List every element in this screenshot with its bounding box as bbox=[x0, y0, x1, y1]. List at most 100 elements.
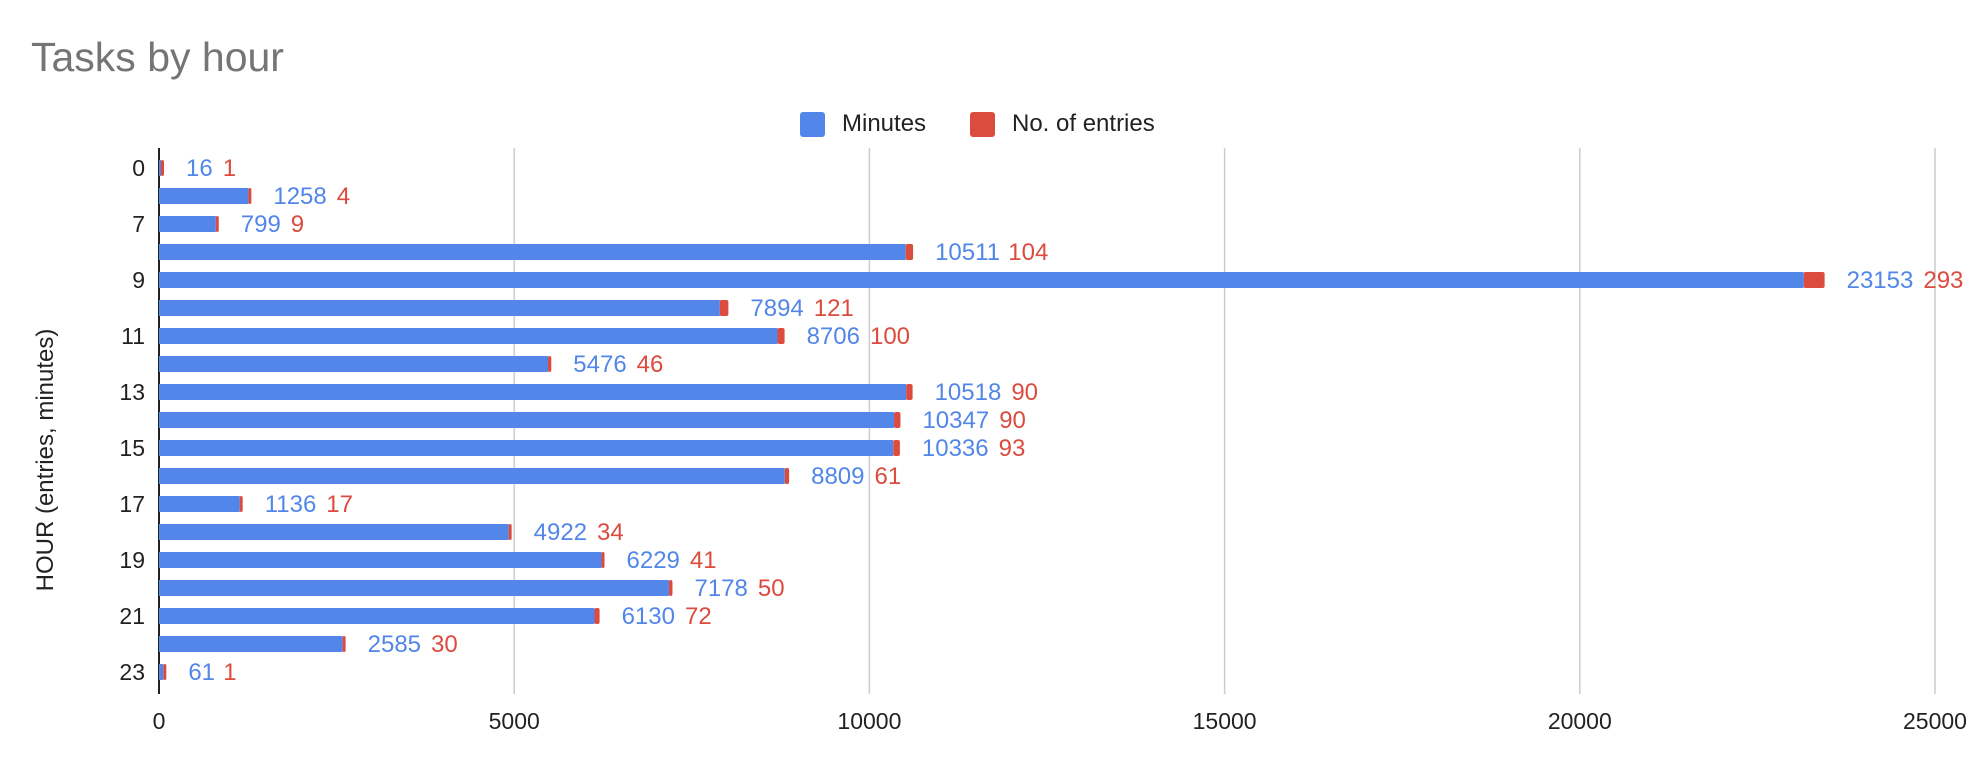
data-label-minutes: 61 bbox=[188, 659, 214, 686]
data-label-minutes: 2585 bbox=[368, 631, 421, 658]
data-label-minutes: 6130 bbox=[622, 603, 675, 630]
data-label: 23153 293 bbox=[1847, 267, 1964, 294]
bar-entries bbox=[508, 524, 512, 540]
data-label: 4922 34 bbox=[534, 519, 624, 546]
data-label: 7894 121 bbox=[750, 295, 853, 322]
data-label-entries: 90 bbox=[1011, 379, 1038, 406]
category-label: 23 bbox=[119, 659, 145, 685]
bar-minutes bbox=[159, 468, 785, 484]
data-label-entries: 93 bbox=[999, 435, 1026, 462]
data-label-entries: 9 bbox=[291, 211, 304, 238]
bar-minutes bbox=[159, 524, 509, 540]
data-label: 10511 104 bbox=[935, 239, 1048, 266]
data-label: 1258 4 bbox=[273, 183, 350, 210]
data-label-entries: 72 bbox=[685, 603, 712, 630]
data-label-entries: 1 bbox=[223, 155, 236, 182]
legend-swatch-entries bbox=[970, 111, 995, 137]
bar-minutes bbox=[159, 608, 595, 624]
data-label-minutes: 4922 bbox=[534, 519, 587, 546]
bar-minutes bbox=[159, 496, 240, 512]
bar-entries bbox=[594, 608, 600, 624]
bar-entries bbox=[894, 412, 901, 428]
data-label-minutes: 7894 bbox=[750, 295, 803, 322]
bar-entries bbox=[161, 160, 164, 176]
data-label-minutes: 10347 bbox=[922, 407, 989, 434]
legend-item-entries[interactable]: No. of entries bbox=[970, 110, 1155, 138]
data-label: 61 1 bbox=[188, 659, 236, 686]
data-label-minutes: 10336 bbox=[922, 435, 989, 462]
data-label-entries: 17 bbox=[326, 491, 353, 518]
data-label: 799 9 bbox=[241, 211, 304, 238]
data-label-minutes: 799 bbox=[241, 211, 281, 238]
bar-entries bbox=[719, 300, 729, 316]
bar-entries bbox=[601, 552, 605, 568]
data-label-minutes: 7178 bbox=[694, 575, 747, 602]
category-label: 0 bbox=[132, 155, 145, 181]
chart-title: Tasks by hour bbox=[31, 34, 284, 80]
x-tick-label: 15000 bbox=[1193, 708, 1257, 734]
x-tick-label: 25000 bbox=[1903, 708, 1967, 734]
data-label-minutes: 1136 bbox=[265, 491, 317, 518]
data-label-entries: 50 bbox=[758, 575, 785, 602]
bar-entries bbox=[215, 216, 219, 232]
bar-entries bbox=[784, 468, 790, 484]
data-label: 5476 46 bbox=[573, 351, 663, 378]
data-label-minutes: 10511 bbox=[935, 239, 1000, 266]
data-label: 8706 100 bbox=[807, 323, 910, 350]
bar-minutes bbox=[159, 160, 161, 176]
category-label: 17 bbox=[119, 491, 145, 517]
data-label-entries: 100 bbox=[870, 323, 910, 350]
x-tick-label: 20000 bbox=[1548, 708, 1612, 734]
category-label: 21 bbox=[119, 603, 145, 629]
data-label-entries: 4 bbox=[337, 183, 350, 210]
data-label-entries: 61 bbox=[875, 463, 902, 490]
data-label-entries: 90 bbox=[999, 407, 1026, 434]
data-label-minutes: 8809 bbox=[811, 463, 864, 490]
bar-minutes bbox=[159, 636, 343, 652]
data-label: 8809 61 bbox=[811, 463, 901, 490]
data-label-minutes: 6229 bbox=[627, 547, 680, 574]
bar-minutes bbox=[159, 664, 164, 680]
bar-minutes bbox=[159, 384, 907, 400]
data-label-minutes: 10518 bbox=[935, 379, 1002, 406]
data-label: 7178 50 bbox=[694, 575, 784, 602]
bar-entries bbox=[668, 580, 673, 596]
data-label: 1136 17 bbox=[265, 491, 353, 518]
bar-entries bbox=[777, 328, 785, 344]
category-label: 9 bbox=[132, 267, 145, 293]
data-label: 6130 72 bbox=[622, 603, 712, 630]
data-label: 6229 41 bbox=[627, 547, 717, 574]
data-label-minutes: 1258 bbox=[273, 183, 326, 210]
legend-label-minutes: Minutes bbox=[842, 110, 927, 137]
data-label: 2585 30 bbox=[368, 631, 458, 658]
legend-swatch-minutes bbox=[800, 111, 825, 137]
bar-entries bbox=[342, 636, 346, 652]
data-label-minutes: 23153 bbox=[1847, 267, 1914, 294]
bar-minutes bbox=[159, 412, 895, 428]
bar-minutes bbox=[159, 440, 894, 456]
bar-entries bbox=[548, 356, 552, 372]
data-label-entries: 41 bbox=[690, 547, 717, 574]
data-label: 10347 90 bbox=[922, 407, 1025, 434]
data-label-minutes: 5476 bbox=[573, 351, 626, 378]
data-label-minutes: 16 bbox=[186, 155, 213, 182]
data-label-entries: 293 bbox=[1923, 267, 1963, 294]
data-label-entries: 104 bbox=[1008, 239, 1048, 266]
category-label: 11 bbox=[121, 323, 145, 349]
bar-entries bbox=[1803, 272, 1825, 288]
bar-minutes bbox=[159, 188, 249, 204]
data-label-minutes: 8706 bbox=[807, 323, 860, 350]
bar-entries bbox=[893, 440, 900, 456]
data-label: 10518 90 bbox=[935, 379, 1038, 406]
data-label-entries: 121 bbox=[814, 295, 854, 322]
bar-minutes bbox=[159, 244, 906, 260]
legend: Minutes No. of entries bbox=[0, 110, 1973, 140]
category-label: 13 bbox=[119, 379, 145, 405]
data-label-entries: 46 bbox=[637, 351, 664, 378]
legend-item-minutes[interactable]: Minutes bbox=[800, 110, 926, 138]
bar-minutes bbox=[159, 328, 778, 344]
data-label: 10336 93 bbox=[922, 435, 1025, 462]
bar-minutes bbox=[159, 300, 720, 316]
data-label-entries: 30 bbox=[431, 631, 458, 658]
